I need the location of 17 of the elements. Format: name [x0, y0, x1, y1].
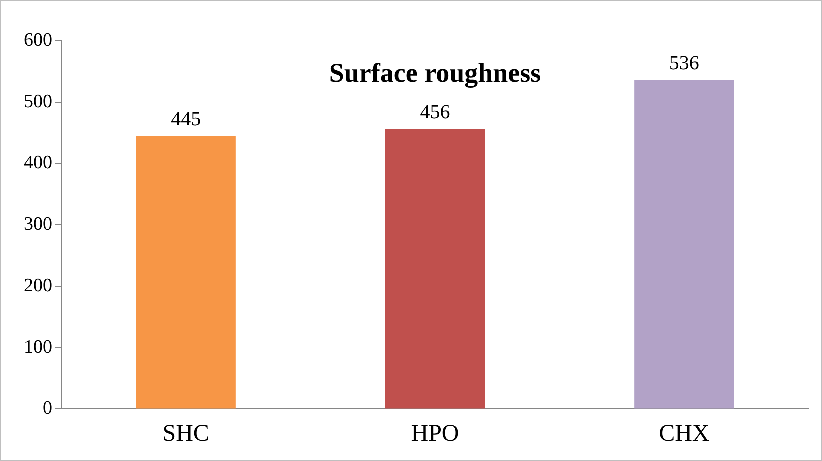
y-tick-label: 300	[24, 214, 52, 236]
x-tick-label: CHX	[659, 420, 710, 447]
x-tick-label: HPO	[411, 420, 460, 447]
x-tick-label: SHC	[162, 420, 210, 447]
bar	[634, 80, 734, 409]
bar	[136, 136, 236, 409]
data-label: 456	[420, 102, 450, 124]
text: Surface roughness	[329, 58, 542, 88]
data-label: 536	[669, 52, 700, 75]
data-label: 445	[171, 108, 202, 130]
y-tick-label: 500	[24, 91, 52, 112]
y-tick-label: 400	[24, 152, 52, 174]
bar	[385, 129, 486, 409]
y-tick-label: 200	[24, 275, 52, 296]
y-tick-label: 600	[24, 30, 52, 51]
y-tick-label: 100	[24, 336, 52, 358]
y-tick-label: 0	[43, 398, 52, 420]
